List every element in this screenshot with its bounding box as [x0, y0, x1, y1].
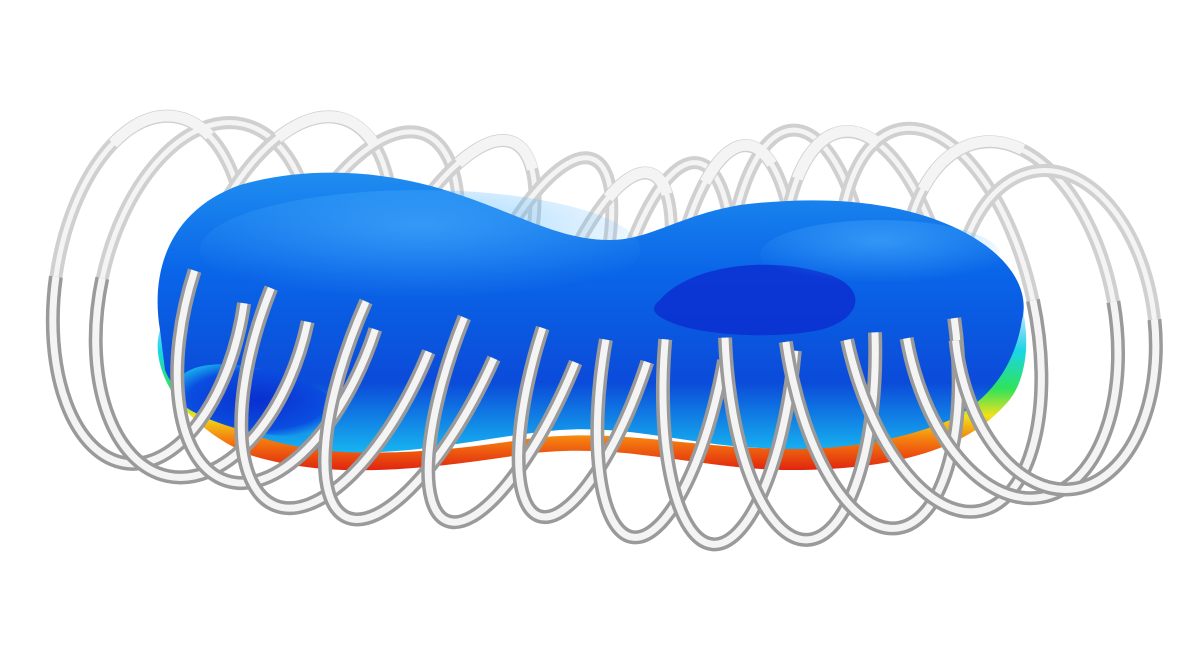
plasma-inner-hole-right [654, 264, 856, 336]
coil-12-front-highlight [843, 299, 1045, 516]
coil-7-top-segment [603, 167, 673, 202]
coil-3-top-segment [274, 111, 380, 149]
coil-5-front-highlight [321, 300, 498, 523]
coil-14-front-highlight [952, 319, 1160, 493]
coil-1-top-segment [109, 110, 215, 148]
coil-11-front-highlight [782, 317, 963, 532]
plasma-sheen-right [760, 220, 1000, 290]
plasma-sheen [200, 190, 640, 310]
coil-6-front-highlight [424, 316, 579, 526]
coil-1-front-highlight [49, 276, 248, 468]
coil-11-top-segment [792, 125, 882, 181]
coil-13-top-segment [918, 135, 1026, 192]
coil-7-front-highlight [515, 326, 651, 521]
coil-2-front-highlight [92, 277, 312, 481]
coils-front-layer [45, 110, 1163, 552]
coil-3-front-highlight [173, 269, 379, 487]
coil-13-front-highlight [903, 301, 1122, 502]
coil-5-top-segment [454, 134, 538, 171]
coil-9-top-segment [700, 139, 777, 185]
coil-10-front-highlight [721, 332, 879, 544]
coil-4-front-highlight [237, 286, 433, 512]
coil-9-front-highlight [659, 339, 799, 548]
coil-8-front-highlight [593, 338, 728, 541]
